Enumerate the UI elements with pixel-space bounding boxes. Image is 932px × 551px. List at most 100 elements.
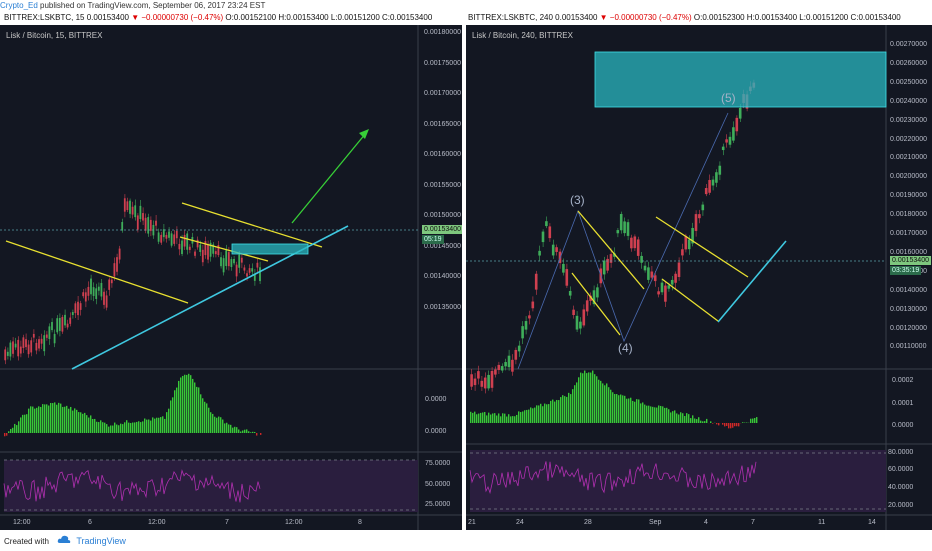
oscillator-bar: [214, 417, 215, 433]
candle: [119, 249, 121, 260]
candle: [630, 238, 633, 249]
left-flag-upper[interactable]: [182, 203, 322, 247]
oscillator-bar: [512, 416, 513, 423]
oscillator-bar: [534, 408, 535, 423]
candle: [137, 215, 139, 229]
candle: [12, 341, 14, 353]
author-link[interactable]: Crypto_Ed: [0, 1, 38, 10]
candle: [579, 322, 582, 329]
left-target-box[interactable]: [232, 244, 308, 254]
right-flag2-lower[interactable]: [662, 279, 718, 321]
right-cyan-uptrend[interactable]: [718, 241, 786, 322]
oscillator-bar: [48, 406, 49, 433]
left-candles: [4, 194, 261, 364]
wave-label-5: (5): [721, 91, 736, 105]
oscillator-bar: [88, 418, 89, 433]
candle: [484, 378, 487, 389]
left-chart-svg[interactable]: [0, 25, 462, 530]
oscillator-bar: [194, 382, 195, 433]
candle: [7, 352, 9, 356]
candle: [218, 245, 220, 255]
candle: [33, 334, 35, 338]
oscillator-bar: [722, 423, 723, 425]
oscillator-bar: [566, 397, 567, 423]
candle: [116, 257, 118, 272]
right-last-price: 0.00153400: [555, 13, 597, 22]
candle: [127, 201, 129, 210]
oscillator-bar: [148, 419, 149, 433]
oscillator-bar: [138, 421, 139, 433]
oscillator-bar: [716, 423, 717, 424]
oscillator-bar: [174, 390, 175, 433]
candle: [77, 302, 79, 315]
oscillator-bar: [502, 413, 503, 423]
right-chart-svg[interactable]: [466, 25, 932, 530]
candle: [163, 229, 165, 237]
candle: [207, 244, 209, 259]
candle: [257, 263, 259, 268]
oscillator-bar: [56, 405, 57, 433]
oscillator-bar: [216, 418, 217, 433]
candle: [715, 172, 718, 183]
candle: [545, 221, 548, 226]
tradingview-link[interactable]: TradingView: [76, 536, 126, 546]
candle: [739, 108, 742, 119]
oscillator-bar: [140, 422, 141, 433]
right-flag1-upper[interactable]: [578, 211, 644, 289]
oscillator-bar: [584, 371, 585, 423]
candle: [702, 205, 705, 211]
created-with-text: Created with: [4, 537, 49, 546]
candle: [487, 375, 490, 388]
candle: [20, 347, 22, 354]
oscillator-bar: [670, 412, 671, 423]
oscillator-bar: [704, 421, 705, 423]
right-target-box[interactable]: [595, 52, 886, 107]
price-axis-label: 0.00110000: [890, 343, 926, 350]
candle: [698, 214, 701, 218]
right-flag2-upper[interactable]: [656, 217, 748, 277]
price-axis-label: 0.00160000: [424, 151, 461, 158]
oscillator-bar: [86, 415, 87, 433]
oscillator-bar: [170, 400, 171, 433]
left-ohlc: O:0.00152100 H:0.00153400 L:0.00151200 C…: [225, 13, 432, 22]
candle: [23, 337, 25, 348]
oscillator-bar: [6, 433, 7, 436]
candle: [88, 287, 90, 296]
candle: [617, 230, 620, 233]
oscillator-bar: [636, 399, 637, 423]
candle: [528, 315, 531, 318]
price-axis-label: 0.00165000: [424, 121, 461, 128]
oscillator-bar: [180, 377, 181, 433]
oscillator-bar: [154, 419, 155, 433]
oscillator-bar: [624, 396, 625, 423]
candle: [189, 247, 191, 250]
candle: [647, 267, 650, 280]
candle: [518, 346, 521, 352]
candle: [75, 303, 77, 313]
left-green-arrow[interactable]: [292, 133, 366, 223]
right-elliott-wave-path[interactable]: [518, 113, 728, 369]
oscillator-bar: [540, 404, 541, 423]
oscillator-bar: [84, 413, 85, 433]
candle: [95, 288, 97, 299]
oscillator-bar: [656, 408, 657, 423]
left-time-label: 8: [358, 519, 362, 526]
right-osc-axis: 0.0001: [892, 400, 913, 407]
candle: [259, 267, 261, 281]
candle: [681, 249, 684, 255]
candle: [194, 252, 196, 256]
candle: [501, 366, 504, 370]
oscillator-bar: [496, 416, 497, 423]
oscillator-bar: [644, 405, 645, 423]
right-rsi-axis: 20.0000: [888, 502, 913, 509]
candle: [532, 302, 535, 309]
oscillator-bar: [14, 424, 15, 433]
oscillator-bar: [192, 379, 193, 433]
candle: [515, 350, 518, 360]
oscillator-bar: [642, 402, 643, 423]
oscillator-bar: [710, 421, 711, 423]
oscillator-bar: [152, 417, 153, 433]
oscillator-bar: [678, 414, 679, 423]
